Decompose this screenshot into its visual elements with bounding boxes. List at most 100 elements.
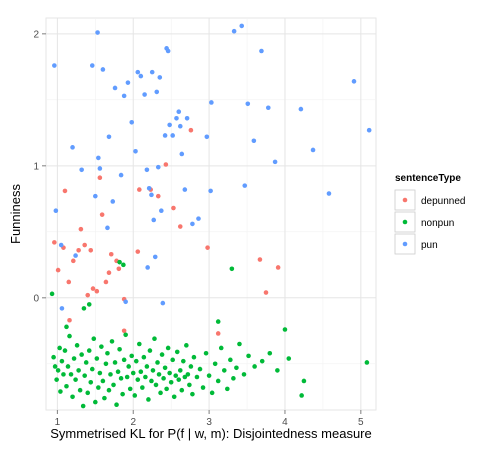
data-point-pun [179,151,185,157]
data-point-nonpun [185,372,191,377]
y-axis-ticks: 0 1 2 [33,29,46,304]
data-point-pun [184,116,190,121]
data-point-nonpun [155,360,160,365]
data-point-pun [105,225,110,231]
data-point-pun [121,93,127,99]
grid-major [46,18,376,410]
data-point-nonpun [67,333,72,339]
data-point-depunned [55,267,61,273]
data-point-nonpun [184,343,189,348]
data-point-nonpun [97,370,103,376]
data-point-nonpun [68,372,74,377]
data-point-nonpun [88,379,94,385]
data-point-nonpun [64,324,69,330]
data-point-pun [272,159,278,165]
data-point-pun [245,101,251,107]
data-point-nonpun [109,339,115,344]
data-point-depunned [205,245,210,250]
data-point-nonpun [138,369,144,375]
data-point-nonpun [146,397,151,402]
data-point-pun [79,167,84,173]
data-point-pun [149,69,155,75]
data-point-nonpun [132,393,138,398]
y-tick-label: 2 [33,29,39,40]
data-point-pun [174,116,179,121]
data-point-nonpun [176,377,182,382]
data-point-depunned [90,286,96,291]
data-point-pun [251,138,257,144]
data-point-pun [146,185,152,191]
data-point-nonpun [99,344,104,349]
data-point-nonpun [77,387,83,393]
data-point-pun [138,73,144,79]
data-point-depunned [275,265,281,270]
data-point-depunned [66,279,72,285]
data-point-nonpun [188,364,194,369]
x-axis-ticks: 1 2 3 4 5 [55,410,364,428]
data-points [49,23,372,409]
data-point-nonpun [181,358,186,364]
data-point-depunned [52,240,57,245]
data-point-pun [298,106,304,112]
data-point-depunned [94,288,100,294]
data-point-nonpun [209,390,215,396]
data-point-nonpun [153,382,159,388]
data-point-nonpun [241,372,247,377]
data-point-nonpun [94,356,100,361]
x-axis-title: Symmetrised KL for P(f | w, m): Disjoint… [50,426,372,441]
data-point-nonpun [96,385,101,390]
data-point-pun [351,79,357,84]
data-point-nonpun [85,390,91,396]
x-tick-label: 4 [282,417,288,428]
data-point-nonpun [102,395,107,401]
data-point-nonpun [215,319,221,324]
data-point-pun [310,147,316,153]
data-point-nonpun [86,348,92,353]
data-point-nonpun [61,372,66,377]
data-point-nonpun [140,385,145,390]
data-point-depunned [99,212,105,217]
data-point-pun [326,191,332,196]
data-point-nonpun [246,353,251,359]
data-point-depunned [103,279,109,285]
data-point-pun [110,199,116,204]
data-point-nonpun [191,354,197,360]
data-point-nonpun [137,341,142,347]
data-point-nonpun [126,364,131,369]
data-point-pun [265,105,271,111]
data-point-nonpun [57,345,62,351]
data-point-nonpun [194,374,200,380]
data-point-nonpun [158,390,163,396]
data-point-nonpun [133,358,139,364]
data-point-nonpun [267,350,273,356]
data-point-pun [53,208,59,214]
data-point-pun [95,30,100,35]
legend-title: sentenceType [395,173,461,184]
data-point-nonpun [162,365,168,371]
data-point-nonpun [231,376,236,381]
data-point-nonpun [82,373,87,378]
data-point-depunned [67,317,72,323]
data-point-pun [125,80,131,85]
data-point-nonpun [218,345,224,351]
data-point-pun [133,149,138,154]
legend-swatch-depunned [402,197,408,203]
data-point-nonpun [237,341,242,347]
data-point-nonpun [121,357,127,363]
data-point-nonpun [147,348,153,353]
data-point-depunned [257,257,263,262]
data-point-depunned [135,249,141,254]
data-point-pun [135,69,141,75]
data-point-nonpun [364,360,370,365]
x-tick-label: 2 [130,417,136,428]
data-point-nonpun [111,382,116,388]
data-point-nonpun [221,368,227,373]
data-point-nonpun [286,356,292,361]
data-point-nonpun [156,372,162,377]
data-point-nonpun [76,368,81,373]
legend-label-depunned: depunned [421,196,466,207]
data-point-pun [177,123,183,129]
data-point-nonpun [215,378,221,384]
legend-entries: depunned nonpun pun [394,189,466,255]
data-point-nonpun [121,262,126,268]
